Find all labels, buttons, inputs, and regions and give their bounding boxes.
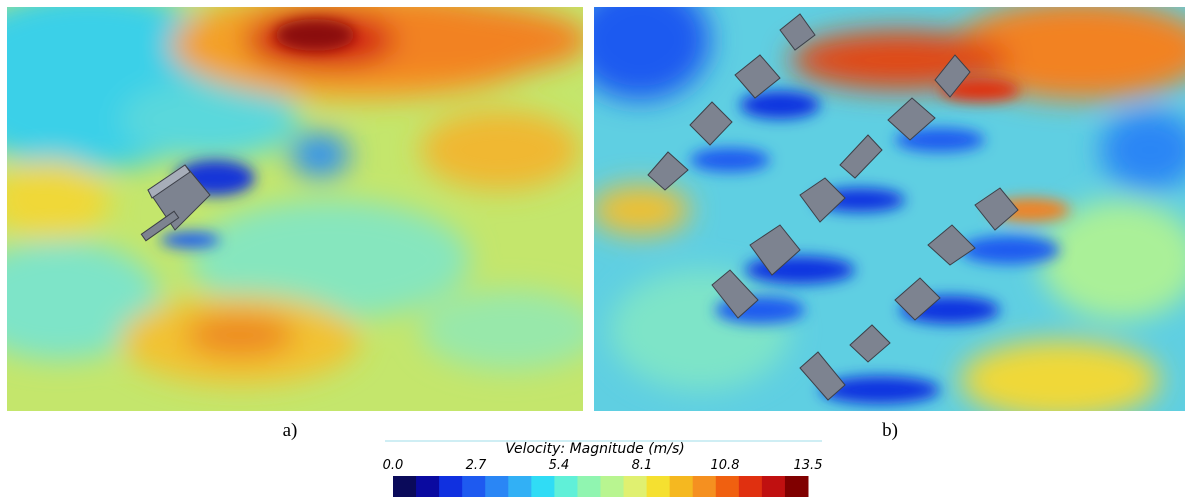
- building: [140, 164, 211, 242]
- colorbar-band: [692, 476, 717, 497]
- panel-label: a): [283, 420, 298, 441]
- colorbar-band: [393, 476, 417, 497]
- colorbar-band: [531, 476, 555, 497]
- buildings: [647, 13, 1019, 401]
- panel-label: b): [882, 420, 898, 441]
- colorbar: 0.0 2.7 5.4 8.1 10.8 13.5: [383, 458, 823, 497]
- colorbar-band: [416, 476, 440, 497]
- colorbar-tick-label: 2.7: [466, 458, 487, 473]
- colorbar-band: [439, 476, 463, 497]
- colorbar-band: [623, 476, 648, 497]
- colorbar-band: [669, 476, 694, 497]
- colorbar-title: Velocity: Magnitude (m/s): [505, 441, 685, 457]
- colorbar-band: [738, 476, 763, 497]
- colorbar-tick-label: 5.4: [549, 458, 570, 473]
- panel-b: [594, 7, 1185, 411]
- colorbar-band: [462, 476, 486, 497]
- colorbar-tick-label: 10.8: [711, 458, 740, 473]
- colorbar-band: [761, 476, 786, 497]
- colorbar-tick-label: 0.0: [383, 458, 404, 473]
- colorbar-tick-label: 8.1: [632, 458, 653, 473]
- colorbar-band: [784, 476, 809, 497]
- colorbar-band: [508, 476, 532, 497]
- colorbar-band: [485, 476, 509, 497]
- colorbar-band: [715, 476, 740, 497]
- colorbar-band: [646, 476, 671, 497]
- panel-a: [7, 7, 583, 411]
- colorbar-tick-label: 13.5: [794, 458, 823, 473]
- colorbar-band: [600, 476, 625, 497]
- colorbar-band: [554, 476, 578, 497]
- colorbar-band: [577, 476, 601, 497]
